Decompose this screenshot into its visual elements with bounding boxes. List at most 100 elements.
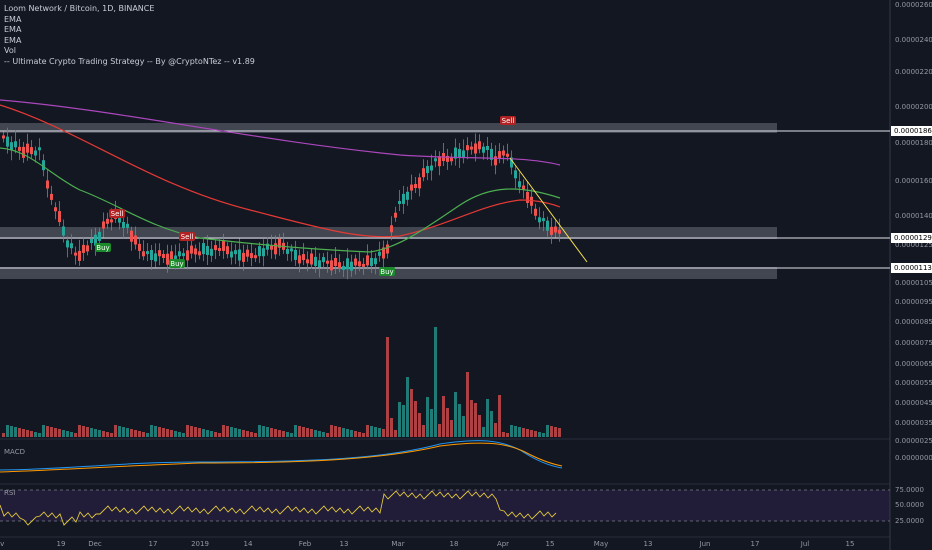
candle-body — [294, 249, 297, 260]
signal-label: Buy — [380, 268, 393, 276]
time-axis[interactable]: ov 19 Dec 17 2019 14 Feb 13 Mar 18 Apr 15 May 13 Jun 17… — [0, 540, 854, 548]
candle-body — [474, 143, 477, 154]
candle-body — [378, 251, 381, 256]
candle-body — [170, 251, 173, 261]
candle-body — [262, 248, 265, 257]
volume-bar — [230, 427, 233, 437]
volume-bar — [94, 429, 97, 437]
volume-bar — [150, 425, 153, 437]
candle-body — [506, 153, 509, 157]
time-tick: 2019 — [191, 540, 209, 548]
candle-body — [46, 180, 49, 189]
signal-badge — [169, 259, 185, 268]
volume-bar — [302, 427, 305, 437]
rsi-line — [0, 490, 557, 526]
volume-bar — [506, 433, 509, 437]
candle-body — [354, 258, 357, 266]
time-tick: Jul — [800, 540, 810, 548]
candle-body — [58, 211, 61, 223]
ema-3-label[interactable]: EMA — [4, 35, 22, 45]
candle-body — [98, 231, 101, 241]
volume-bar — [466, 372, 469, 437]
candle-body — [398, 201, 401, 204]
volume-bar — [290, 433, 293, 437]
volume-bar — [202, 429, 205, 437]
candle-body — [342, 266, 345, 270]
candle-body — [278, 238, 281, 248]
time-tick: May — [594, 540, 608, 548]
candle-body — [218, 247, 221, 251]
candle-body — [446, 155, 449, 162]
volume-bar — [2, 433, 5, 437]
price-tag-bg — [891, 233, 932, 243]
ema-1-label[interactable]: EMA — [4, 14, 22, 24]
candle-body — [206, 245, 209, 255]
ema-2-label[interactable]: EMA — [4, 25, 22, 34]
signal-label: Sell — [111, 210, 124, 218]
candle-body — [358, 261, 361, 267]
signal-label: Sell — [502, 117, 515, 125]
volume-bar — [6, 425, 9, 437]
volume-label[interactable]: Vol — [4, 46, 16, 55]
strategy-label[interactable]: -- Ultimate Crypto Trading Strategy -- B… — [4, 56, 255, 66]
volume-bar — [214, 432, 217, 437]
candle-body — [338, 262, 341, 269]
candle-body — [30, 147, 33, 155]
candle-body — [414, 184, 417, 188]
volume-bar — [166, 429, 169, 437]
signal-badge — [379, 267, 395, 276]
volume-bar — [446, 408, 449, 437]
time-tick: Feb — [299, 540, 312, 548]
volume-bar — [18, 428, 21, 437]
candle-body — [318, 260, 321, 268]
candle-body — [482, 146, 485, 153]
candle-body — [486, 146, 489, 150]
candle-body — [90, 239, 93, 243]
candle-body — [102, 221, 105, 229]
time-tick: 13 — [340, 540, 349, 548]
candle-body — [70, 243, 73, 249]
candle-body — [330, 260, 333, 271]
candle-body — [478, 141, 481, 150]
volume-bar — [534, 431, 537, 437]
candle-body — [82, 244, 85, 253]
candle-body — [138, 243, 141, 251]
volume-bar — [298, 426, 301, 437]
volume-bar — [98, 430, 101, 437]
ema-fast-line — [0, 147, 561, 253]
signal-label: Buy — [170, 260, 183, 268]
symbol-title[interactable]: Loom Network / Bitcoin, 1D, BINANCE — [4, 4, 155, 13]
candle-body — [134, 235, 137, 245]
volume-bar — [134, 430, 137, 437]
candle-body — [130, 230, 133, 242]
volume-bar — [294, 425, 297, 437]
volume-bar — [54, 428, 57, 437]
volume-bar — [462, 416, 465, 437]
trade-signals: Buy Sell Buy Sell Buy Sell — [95, 116, 516, 276]
volume-bar — [390, 418, 393, 437]
candle-body — [510, 157, 513, 168]
volume-bar — [334, 426, 337, 437]
volume-bar — [146, 433, 149, 437]
volume-bar — [426, 397, 429, 437]
volume-bar — [410, 389, 413, 437]
ema-mid-line — [0, 104, 561, 238]
volume-bar — [186, 425, 189, 437]
candle-body — [246, 249, 249, 257]
rsi-band — [0, 490, 890, 521]
candle-body — [106, 218, 109, 224]
volume-bar — [518, 427, 521, 437]
candle-body — [34, 150, 37, 156]
candle-body — [94, 234, 97, 246]
candle-body — [438, 156, 441, 167]
candle-body — [326, 260, 329, 264]
candle-body — [142, 251, 145, 257]
volume-bar — [554, 427, 557, 437]
volume-bar — [38, 433, 41, 437]
volume-bar — [138, 431, 141, 437]
